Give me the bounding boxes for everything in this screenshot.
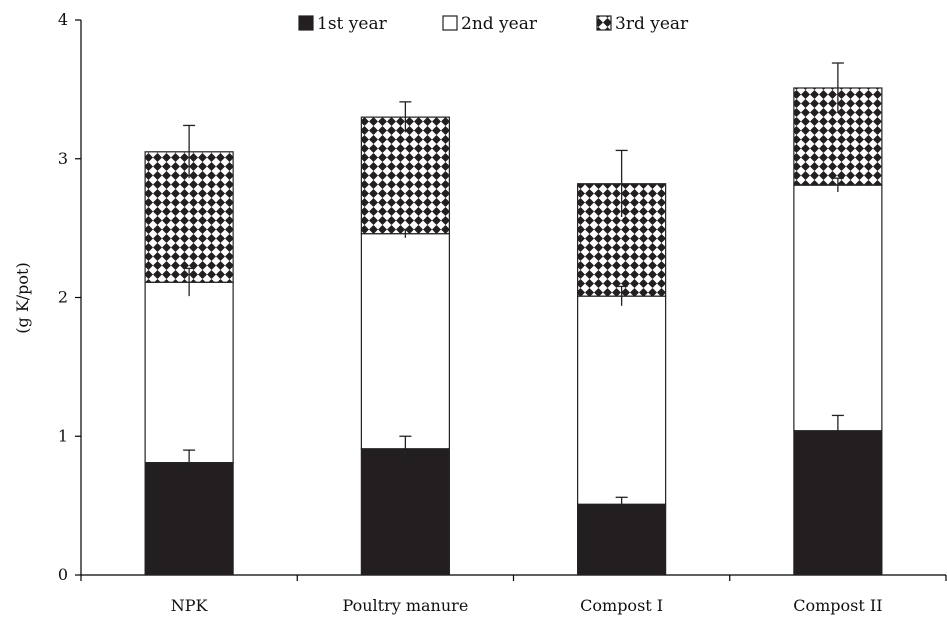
bar-segment xyxy=(577,503,667,576)
bar-segment xyxy=(793,430,883,576)
y-axis-label: (g K/pot) xyxy=(13,262,32,333)
bars: NPK Poultry manure Compost I Compost II xyxy=(144,62,883,615)
y-tick-label: 2 xyxy=(58,288,68,307)
bar-group: NPK xyxy=(144,124,234,615)
y-tick-label: 1 xyxy=(58,426,68,445)
bar-segment xyxy=(360,448,450,576)
x-tick-label: NPK xyxy=(171,596,209,615)
x-tick-label: Poultry manure xyxy=(342,596,468,615)
bar-segment xyxy=(360,233,450,450)
bar-segment xyxy=(577,295,667,505)
bar-group: Compost I xyxy=(577,149,667,615)
x-tick-label: Compost II xyxy=(793,596,882,615)
legend-label: 1st year xyxy=(317,14,388,34)
bar-group: Compost II xyxy=(793,62,883,615)
legend-label: 2nd year xyxy=(461,14,538,34)
legend-swatch xyxy=(442,15,458,31)
legend-label: 3rd year xyxy=(615,14,689,34)
y-tick-label: 4 xyxy=(58,10,68,29)
y-tick-label: 0 xyxy=(58,565,68,584)
bar-group: Poultry manure xyxy=(342,101,468,615)
legend: 1st year 2nd year 3rd year xyxy=(298,14,689,34)
bar-segment xyxy=(144,462,234,576)
bar-segment xyxy=(360,116,450,235)
bar-segment xyxy=(144,281,234,464)
y-tick-label: 3 xyxy=(58,149,68,168)
legend-swatch xyxy=(596,15,612,31)
x-tick-label: Compost I xyxy=(580,596,663,615)
legend-swatch xyxy=(298,15,314,31)
bar-segment xyxy=(793,184,883,432)
